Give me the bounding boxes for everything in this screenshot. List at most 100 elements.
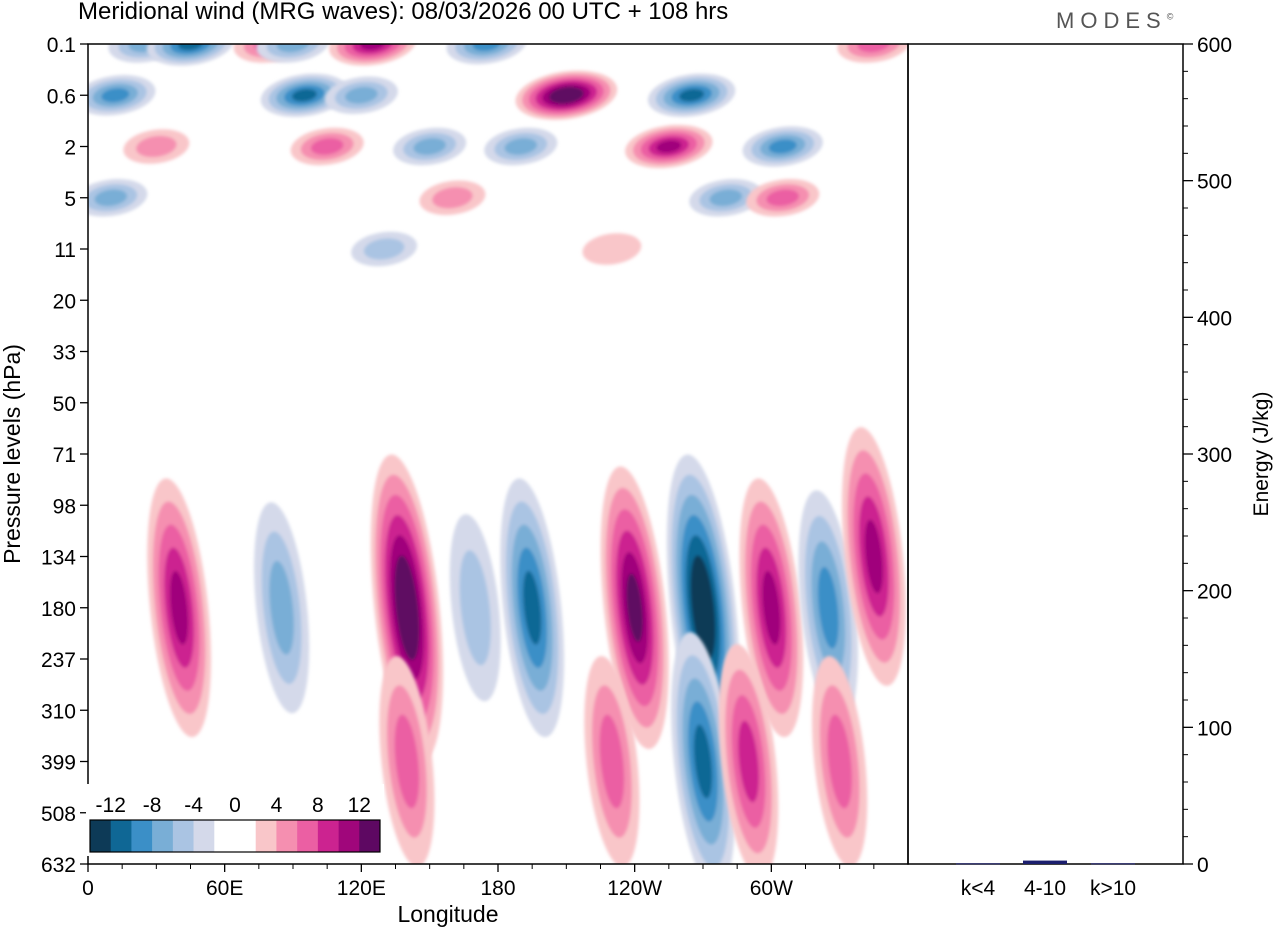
contour-level [626,573,643,642]
energy-axis-label: Energy (J/kg) [1250,392,1273,517]
contour-level [599,714,625,809]
contour-level [504,138,538,155]
colorbar-swatch [193,820,215,852]
contour-feature [515,70,618,120]
colorbar-swatch [255,820,277,852]
y-tick-label: 11 [54,239,76,262]
y-tick-label: 20 [53,290,76,313]
colorbar-swatch [152,820,174,852]
contour-level [693,724,713,799]
contour-level [768,139,797,154]
contour-level [94,189,128,207]
contour-level [766,189,800,207]
y-tick-label: 5 [64,188,76,211]
colorbar-frame [89,819,381,853]
contour-level [413,138,446,155]
contour-feature [254,502,310,714]
colorbar-label: 4 [271,794,283,817]
colorbar-swatch [214,820,236,852]
contour-level [363,238,405,260]
contour-feature [324,76,398,114]
colorbar-swatch [110,820,132,852]
x-tick-label: 120E [337,877,386,900]
contour-feature [584,656,640,864]
contour-feature [449,514,501,702]
contour-level [432,187,473,209]
y-tick-label: 508 [41,803,76,826]
energy-tick-label: 400 [1197,307,1232,330]
y-tick-label: 310 [41,700,76,723]
x-axis-label: Longitude [397,901,498,927]
contour-level [817,566,839,649]
energy-tick-label: 200 [1197,581,1232,604]
contour-feature [798,490,859,726]
contour-level [269,560,294,655]
x-tick-label: 60W [750,877,793,900]
energy-tick-label: 600 [1197,34,1232,57]
y-tick-label: 399 [41,752,76,775]
y-tick-label: 0.6 [47,85,76,108]
contour-level [582,233,642,265]
contour-feature [647,73,736,117]
colorbar-swatch [276,820,298,852]
contour-level [847,44,901,58]
contour-feature [419,180,486,216]
colorbar-label: -12 [96,794,126,817]
contour-level [695,575,711,640]
x-tick-label: 60E [206,877,243,900]
x-tick-label: 180 [480,877,515,900]
contour-level [459,550,491,666]
contour-level [738,720,759,803]
colorbar-swatch [90,820,112,852]
contour-level [555,90,578,101]
contour-level [136,135,177,158]
contour-feature [742,126,823,167]
y-tick-label: 2 [64,137,76,160]
y-axis-label: Pressure levels (hPa) [0,344,25,564]
contour-feature [290,127,364,166]
energy-bar [1023,860,1067,864]
contour-feature [500,478,565,738]
y-tick-label: 50 [53,393,76,416]
colorbar-label: 8 [312,794,324,817]
contour-feature [671,632,735,864]
contour-level [762,570,781,645]
contour-feature [582,233,642,265]
contour-feature [147,478,211,738]
colorbar-swatch [338,820,360,852]
contour-feature [351,231,418,267]
contour-feature [123,129,190,164]
energy-bar [956,863,1000,865]
contour-level [394,714,420,809]
energy-bar [1091,863,1135,865]
contour-level [399,575,415,640]
x-tick-label: 0 [82,877,94,900]
heatmap-frame [87,43,909,865]
colorbar-swatch [235,820,257,852]
contour-level [345,86,378,104]
colorbar-swatch [317,820,339,852]
colorbar-label: 0 [229,794,241,817]
energy-tick-label: 100 [1197,717,1232,740]
contour-feature [88,179,148,217]
heatmap-field [88,44,908,864]
colorbar-label: -8 [143,794,162,817]
contour-feature [379,656,435,864]
x-tick-label: 120W [607,877,662,900]
colorbar-swatch [172,820,194,852]
contour-feature [689,179,763,217]
contour-feature [625,124,713,169]
contour-feature [484,127,558,166]
contour-feature [718,644,779,864]
y-tick-label: 237 [41,649,76,672]
y-tick-label: 0.1 [47,34,76,57]
y-tick-label: 632 [41,854,76,877]
contour-feature [746,179,820,217]
contour-level [709,189,743,207]
y-tick-label: 180 [41,598,76,621]
energy-category-label: k>10 [1090,877,1136,900]
colorbar-swatch [359,820,381,852]
y-tick-label: 98 [53,495,76,518]
y-tick-label: 134 [41,547,76,570]
contour-feature [88,75,156,116]
